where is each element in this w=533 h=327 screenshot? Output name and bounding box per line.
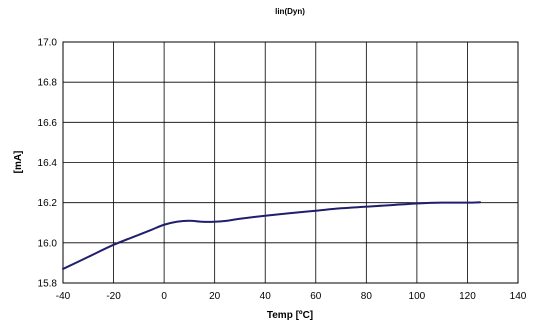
x-tick-label: 80 bbox=[361, 291, 373, 302]
x-axis-title: Temp [ºC] bbox=[267, 310, 313, 321]
y-tick-label: 16.6 bbox=[38, 118, 58, 129]
plot-area-frame bbox=[62, 41, 519, 284]
y-tick-label: 16.2 bbox=[38, 198, 58, 209]
y-tick-label: 16.4 bbox=[38, 158, 58, 169]
x-tick-label: -40 bbox=[56, 291, 71, 302]
y-tick-label: 17.0 bbox=[38, 38, 58, 49]
x-tick-label: 20 bbox=[209, 291, 221, 302]
x-tick-label: 40 bbox=[260, 291, 272, 302]
x-tick-label: 60 bbox=[310, 291, 322, 302]
x-tick-label: 0 bbox=[161, 291, 167, 302]
series-layer bbox=[62, 201, 482, 270]
x-tick-label: 100 bbox=[409, 291, 426, 302]
y-tick-label: 16.8 bbox=[38, 78, 58, 89]
gridlines bbox=[62, 41, 519, 284]
y-tick-label: 16.0 bbox=[38, 238, 58, 249]
x-tick-label: 140 bbox=[510, 291, 527, 302]
y-axis-title: [mA] bbox=[13, 151, 24, 174]
series-line bbox=[62, 201, 482, 270]
y-tick-label: 15.8 bbox=[38, 279, 58, 290]
x-tick-label: 120 bbox=[459, 291, 476, 302]
x-tick-label: -20 bbox=[106, 291, 121, 302]
chart-title: lin(Dyn) bbox=[275, 7, 305, 16]
tick-labels: -40 -20 0 20 40 60 80 100 120 140 15.8 16.0 16.2 16.4… bbox=[38, 38, 527, 303]
